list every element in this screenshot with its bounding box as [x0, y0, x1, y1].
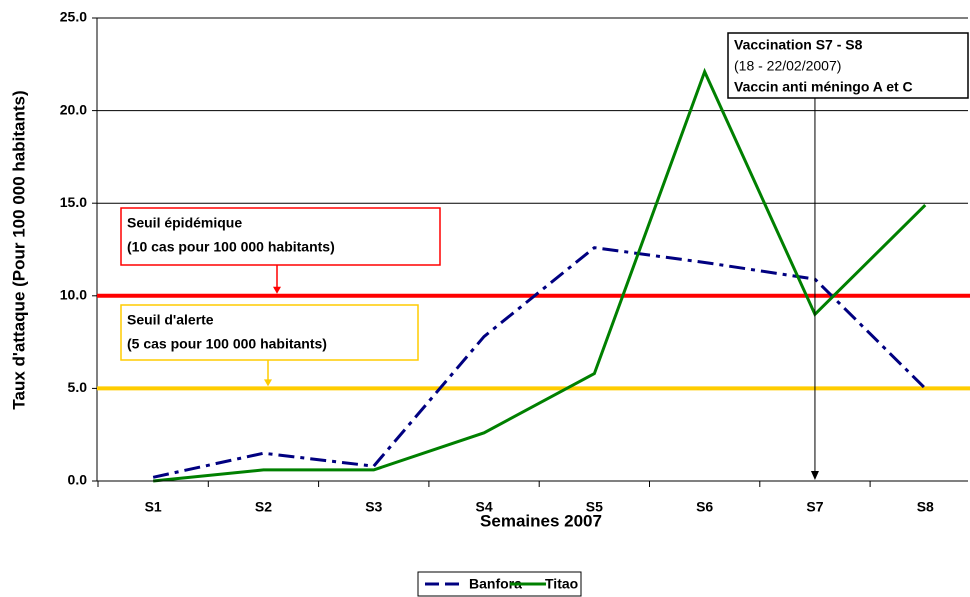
y-axis-title: Taux d'attaque (Pour 100 000 habitants) [9, 90, 28, 409]
x-tick-label: S5 [586, 499, 603, 515]
threshold-label: Seuil d'alerte [127, 312, 214, 328]
x-tick-label: S6 [696, 499, 713, 515]
y-tick-label: 0.0 [68, 472, 88, 488]
x-tick-label: S7 [806, 499, 823, 515]
annotation-arrowhead [810, 471, 819, 480]
legend-label: Titao [545, 576, 578, 592]
x-tick-label: S2 [255, 499, 272, 515]
threshold-box [120, 207, 441, 266]
y-tick-label: 25.0 [60, 9, 87, 25]
threshold-box [120, 304, 419, 361]
annotation-text: Vaccination S7 - S8 [734, 37, 863, 53]
x-tick-label: S4 [475, 499, 492, 515]
threshold-arrowhead [264, 379, 272, 387]
annotation-box [727, 32, 969, 99]
x-axis-title: Semaines 2007 [480, 511, 602, 530]
threshold-arrowhead [273, 286, 281, 294]
x-tick-label: S8 [917, 499, 934, 515]
x-tick-label: S1 [145, 499, 162, 515]
annotation-text: (18 - 22/02/2007) [734, 58, 841, 74]
y-tick-label: 20.0 [60, 101, 87, 117]
annotation-text: Vaccin anti méningo A et C [734, 79, 913, 95]
y-tick-label: 10.0 [60, 287, 87, 303]
x-tick-label: S3 [365, 499, 382, 515]
legend-label: Banfora [469, 576, 522, 592]
y-tick-label: 15.0 [60, 194, 87, 210]
threshold-label: Seuil épidémique [127, 215, 242, 231]
threshold-label: (10 cas pour 100 000 habitants) [127, 239, 335, 255]
series-line [152, 246, 927, 479]
y-tick-label: 5.0 [68, 379, 88, 395]
series-line [152, 67, 927, 483]
threshold-label: (5 cas pour 100 000 habitants) [127, 336, 327, 352]
